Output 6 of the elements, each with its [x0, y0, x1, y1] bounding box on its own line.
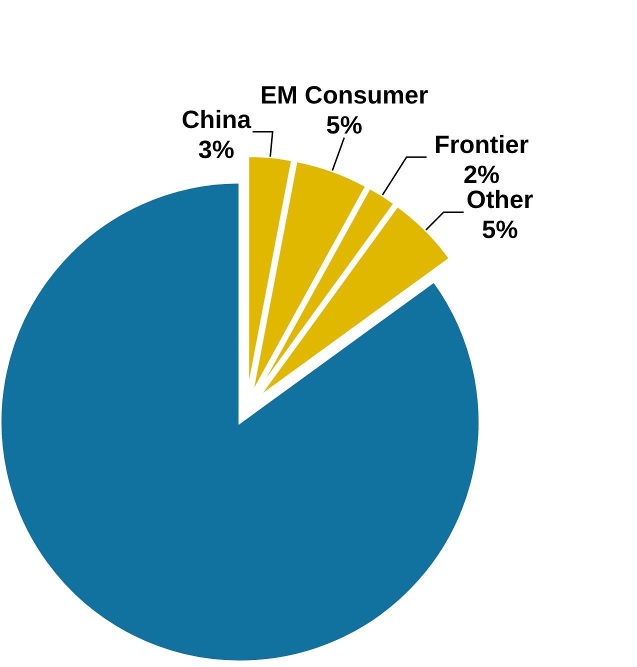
data-label: 5% [482, 216, 518, 244]
data-label: 3% [198, 136, 234, 164]
slice-label: EM Consumer [260, 82, 429, 110]
slice-label: Frontier [434, 131, 530, 160]
data-label: 5% [326, 112, 362, 140]
slice-label: China [182, 106, 252, 134]
